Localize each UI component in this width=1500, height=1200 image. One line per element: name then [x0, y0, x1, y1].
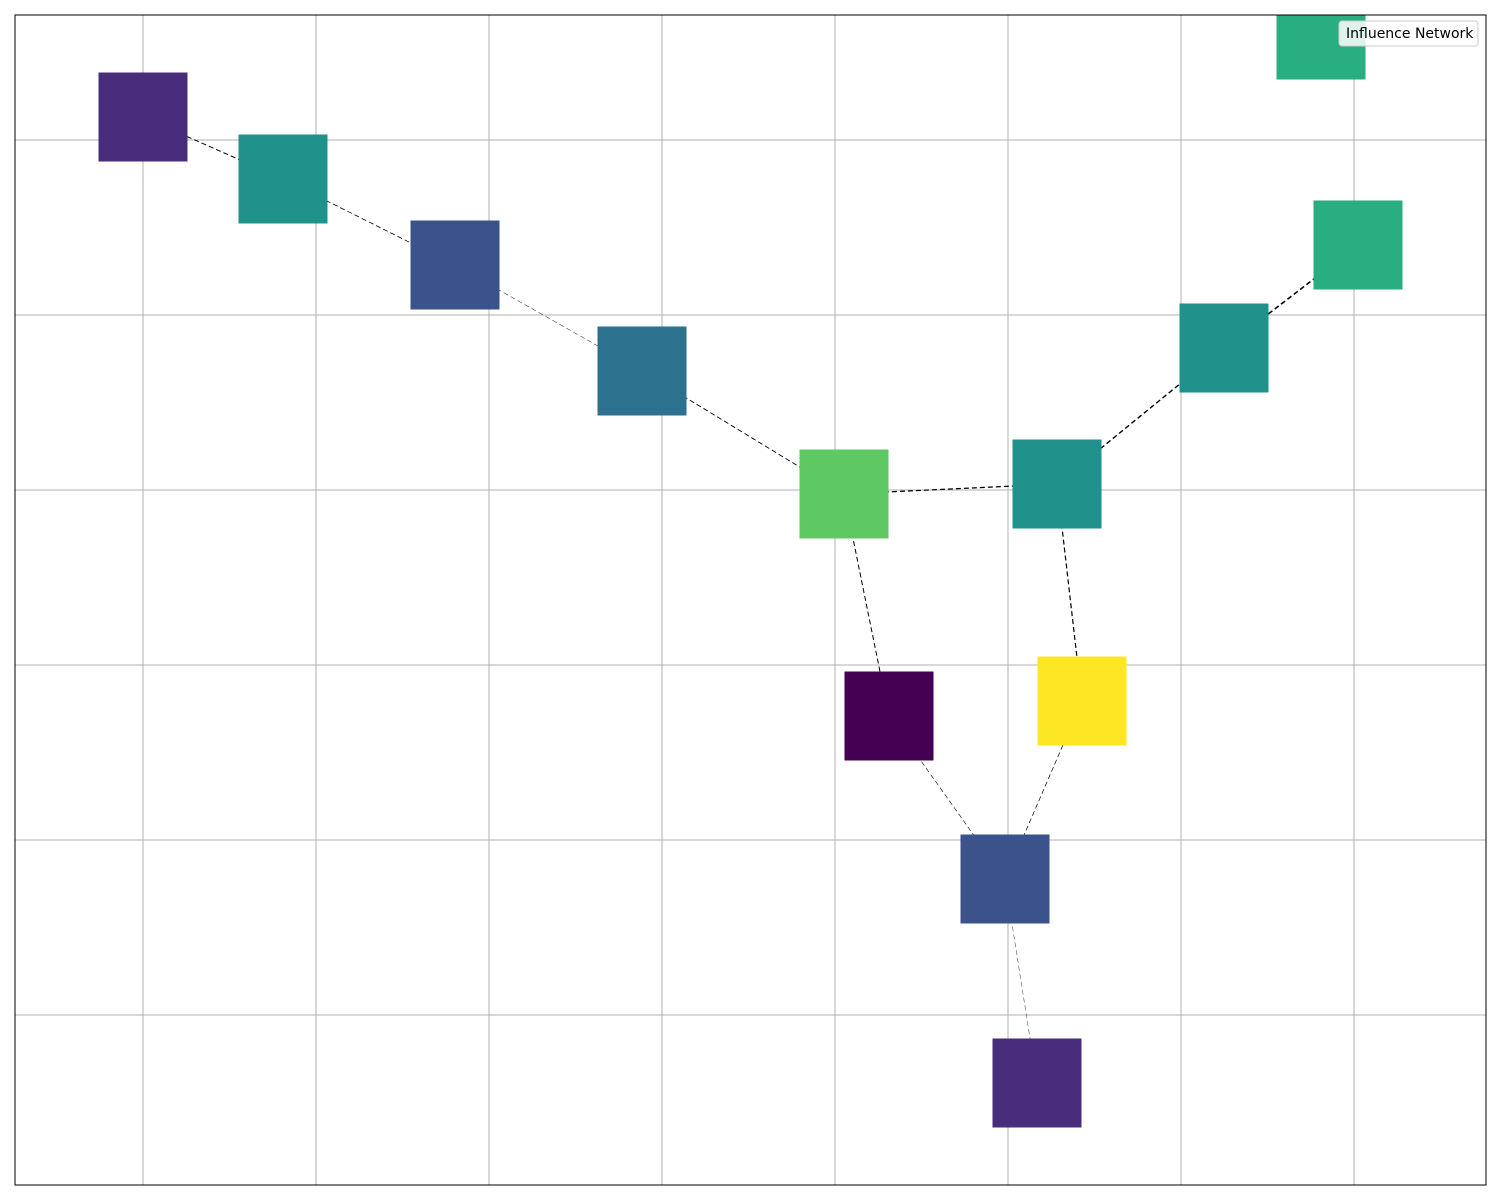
node-n10 — [1037, 656, 1127, 746]
node-n7 — [1313, 200, 1403, 290]
node-n2 — [410, 220, 500, 310]
node-n3 — [597, 326, 687, 416]
node-n11 — [960, 834, 1050, 924]
plot-frame — [14, 14, 1487, 1186]
node-n6 — [1179, 303, 1269, 393]
node-n0 — [98, 72, 188, 162]
legend-box — [1338, 20, 1479, 47]
node-n9 — [844, 671, 934, 761]
grid — [15, 15, 1486, 1185]
legend: Influence Network — [1338, 20, 1479, 47]
node-n5 — [1012, 439, 1102, 529]
nodes — [98, 15, 1403, 1128]
legend-label: Influence Network — [1346, 26, 1474, 42]
node-n12 — [992, 1038, 1082, 1128]
node-n1 — [238, 134, 328, 224]
edges — [142, 116, 1359, 1084]
node-n4 — [799, 449, 889, 539]
